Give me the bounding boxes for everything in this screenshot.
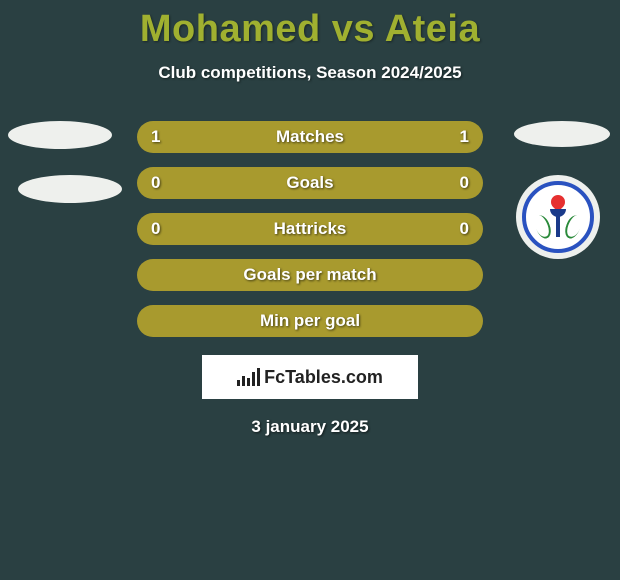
stat-right-value: 0 — [449, 173, 469, 193]
stat-row-min-per-goal: Min per goal — [137, 305, 483, 337]
stat-left-value: 1 — [151, 127, 171, 147]
stat-row-hattricks: 0 Hattricks 0 — [137, 213, 483, 245]
page-title: Mohamed vs Ateia — [0, 0, 620, 51]
club-badge — [516, 175, 600, 259]
stat-label: Min per goal — [260, 311, 360, 331]
stat-label: Hattricks — [274, 219, 347, 239]
brand-logo[interactable]: FcTables.com — [202, 355, 418, 399]
player-left-placeholder-2 — [18, 175, 122, 203]
stat-label: Matches — [276, 127, 344, 147]
stat-label: Goals per match — [243, 265, 376, 285]
page-subtitle: Club competitions, Season 2024/2025 — [0, 63, 620, 83]
club-badge-inner — [522, 181, 594, 253]
stat-right-value: 0 — [449, 219, 469, 239]
stats-container: 1 Matches 1 0 Goals 0 0 Hattricks 0 Goal… — [0, 121, 620, 437]
player-left-placeholder-1 — [8, 121, 112, 149]
date-label: 3 january 2025 — [0, 417, 620, 437]
brand-name: FcTables.com — [264, 367, 383, 388]
stat-left-value: 0 — [151, 173, 171, 193]
stat-label: Goals — [286, 173, 333, 193]
stat-row-goals-per-match: Goals per match — [137, 259, 483, 291]
stat-left-value: 0 — [151, 219, 171, 239]
stat-row-matches: 1 Matches 1 — [137, 121, 483, 153]
stat-row-goals: 0 Goals 0 — [137, 167, 483, 199]
player-right-placeholder-1 — [514, 121, 610, 147]
stat-right-value: 1 — [449, 127, 469, 147]
chart-icon — [237, 368, 260, 386]
